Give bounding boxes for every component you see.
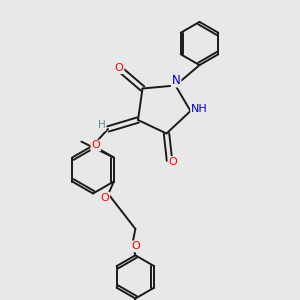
Text: O: O: [131, 241, 140, 251]
Text: O: O: [92, 140, 100, 151]
Text: O: O: [169, 157, 178, 167]
Text: H: H: [98, 120, 105, 130]
Text: O: O: [100, 193, 109, 203]
Text: O: O: [115, 63, 124, 73]
Text: NH: NH: [191, 104, 208, 115]
Text: N: N: [172, 74, 181, 87]
